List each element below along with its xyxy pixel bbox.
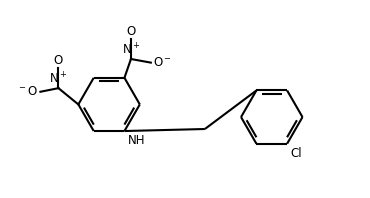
Text: O: O bbox=[126, 25, 135, 38]
Text: $^-$O: $^-$O bbox=[17, 85, 38, 98]
Text: O$^-$: O$^-$ bbox=[153, 56, 172, 69]
Text: N$^+$: N$^+$ bbox=[122, 43, 140, 58]
Text: O: O bbox=[54, 54, 63, 67]
Text: NH: NH bbox=[128, 134, 145, 147]
Text: Cl: Cl bbox=[290, 147, 302, 160]
Text: N$^+$: N$^+$ bbox=[49, 72, 68, 87]
